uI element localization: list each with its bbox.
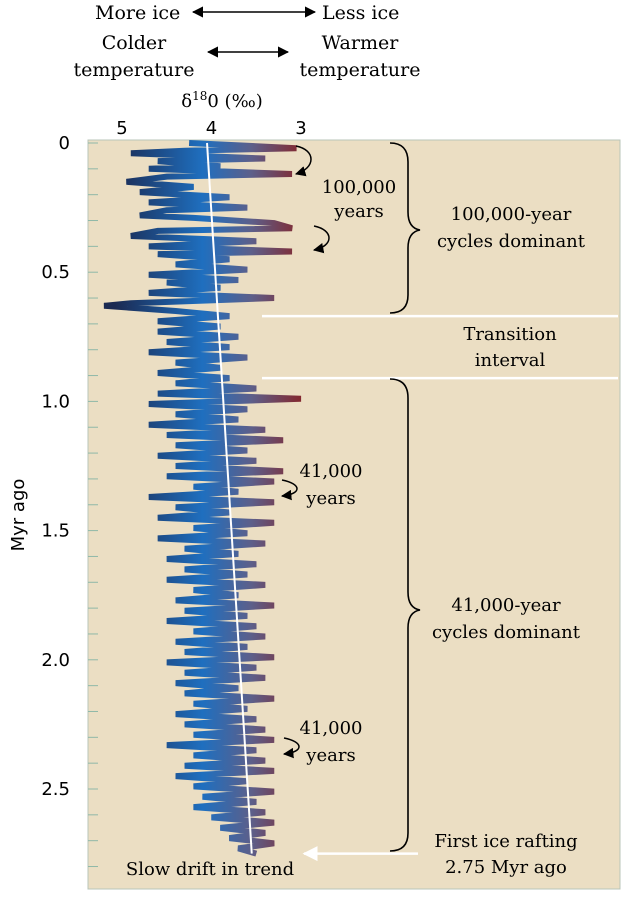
x-tick-label-1: 4 — [206, 118, 217, 139]
annotation-100k-line2: years — [333, 201, 383, 222]
annotation-41k-a-line1: 41,000 — [300, 461, 363, 482]
warmer-label-line1: Warmer — [322, 32, 400, 54]
x-tick-labels: 5 4 3 — [116, 118, 306, 139]
x-tick-label-2: 3 — [295, 118, 306, 139]
more-ice-label: More ice — [95, 2, 180, 24]
y-tick-label-4: 2.0 — [41, 650, 70, 671]
brace-100k — [389, 142, 421, 314]
region-transition-line1: Transition — [463, 324, 557, 345]
region-100k-line2: cycles dominant — [437, 231, 586, 252]
trend-line — [206, 142, 253, 854]
colder-label-line2: temperature — [74, 59, 195, 81]
brace-41k — [389, 378, 421, 852]
annotation-41k-b: 41,000 years — [282, 718, 363, 766]
x-tick-label-0: 5 — [116, 118, 127, 139]
y-tick-label-5: 2.5 — [41, 779, 70, 800]
y-tick-label-2: 1.0 — [41, 391, 70, 412]
first-ice-rafting-line2: 2.75 Myr ago — [445, 857, 567, 878]
y-tick-label-0: 0 — [59, 133, 70, 154]
y-tick-labels: 0 0.5 1.0 1.5 2.0 2.5 — [41, 133, 70, 800]
y-tick-label-1: 0.5 — [41, 262, 70, 283]
region-labels: 100,000-year cycles dominant Transition … — [432, 204, 586, 878]
y-tick-label-3: 1.5 — [41, 521, 70, 542]
y-axis-title: Myr ago — [8, 479, 29, 552]
region-100k-line1: 100,000-year — [451, 204, 572, 225]
first-ice-rafting-line1: First ice rafting — [434, 831, 577, 852]
slow-drift-label: Slow drift in trend — [126, 859, 294, 880]
annotation-41k-a-line2: years — [305, 488, 355, 509]
annotation-100k-line1: 100,000 — [322, 177, 396, 198]
region-transition-line2: interval — [475, 350, 546, 371]
less-ice-label: Less ice — [322, 2, 399, 24]
annotation-100k: 100,000 years — [294, 145, 396, 254]
header: More ice Less ice Colder temperature War… — [74, 2, 421, 112]
annotation-41k-b-line1: 41,000 — [300, 718, 363, 739]
region-41k-line1: 41,000-year — [451, 595, 561, 616]
annotation-41k-b-line2: years — [305, 745, 355, 766]
colder-label-line1: Colder — [102, 32, 167, 54]
warmer-label-line2: temperature — [300, 59, 421, 81]
x-axis-title: δ180 (‰) — [181, 89, 263, 112]
region-41k-line2: cycles dominant — [432, 622, 581, 643]
isotope-series-line — [103, 140, 302, 857]
annotation-41k-a: 41,000 years — [280, 461, 363, 509]
